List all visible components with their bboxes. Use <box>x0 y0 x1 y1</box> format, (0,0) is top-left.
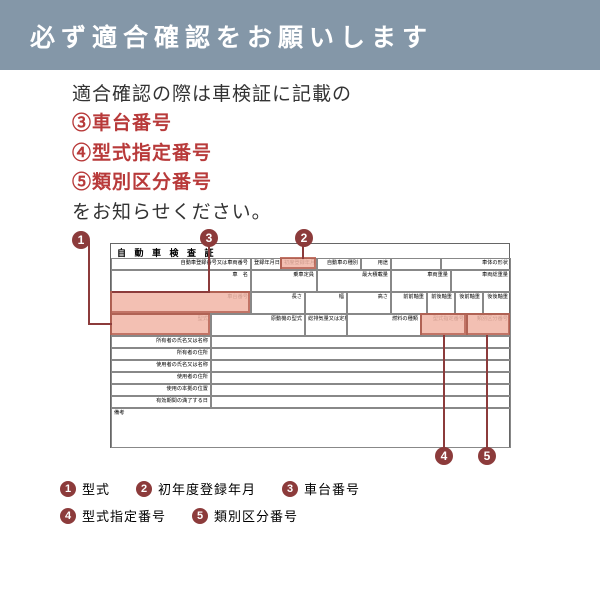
doc-cell: 高さ <box>347 292 391 314</box>
doc-cell: 型式 <box>111 314 211 336</box>
doc-cell: 最大積載量 <box>317 270 391 292</box>
doc-cell: 使用者の氏名又は名称 <box>111 360 211 372</box>
intro-red-line: ④型式指定番号 <box>72 139 600 168</box>
callout-lead <box>208 245 210 293</box>
doc-cell: 車両総重量 <box>451 270 511 292</box>
doc-cell: 総排気量又は定格出力 <box>305 314 347 336</box>
doc-cell: 車体の形状 <box>441 258 511 270</box>
doc-cell: 燃料の種類 <box>347 314 421 336</box>
doc-cell: 前前軸重 <box>391 292 427 314</box>
legend-badge: 2 <box>136 481 152 497</box>
callout-lead <box>88 241 90 325</box>
doc-cell: 車 名 <box>111 270 251 292</box>
legend-item: 1 型式 <box>60 479 110 498</box>
legend-item: 2 初年度登録年月 <box>136 479 256 498</box>
doc-cell: 所有者の住所 <box>111 348 211 360</box>
legend-item: 3 車台番号 <box>282 479 360 498</box>
callout-badge: 4 <box>435 447 453 465</box>
legend-label: 型式指定番号 <box>82 506 166 525</box>
header-text: 必ず適合確認をお願いします <box>30 24 433 52</box>
callout-lead <box>112 291 208 293</box>
header-band: 必ず適合確認をお願いします <box>0 0 600 70</box>
doc-cell <box>211 372 511 384</box>
doc-cell <box>211 360 511 372</box>
doc-cell: 使用者の住所 <box>111 372 211 384</box>
legend-label: 車台番号 <box>304 479 360 498</box>
doc-cell: 前後軸重 <box>427 292 455 314</box>
legend-badge: 5 <box>192 508 208 524</box>
legend-item: 5 類別区分番号 <box>192 506 298 525</box>
doc-cell: 自動車登録番号又は車両番号 <box>111 258 251 270</box>
doc-cell: 登録年月日/交付年月日 <box>251 258 281 270</box>
certificate-doc: 自 動 車 検 査 証 自動車登録番号又は車両番号登録年月日/交付年月日初度登録… <box>110 243 510 448</box>
doc-cell <box>211 336 511 348</box>
intro-block: 適合確認の際は車検証に記載の ③車台番号④型式指定番号⑤類別区分番号 をお知らせ… <box>0 70 600 227</box>
callout-lead <box>88 323 112 325</box>
doc-cell: 原動機の型式 <box>211 314 305 336</box>
doc-cell <box>211 396 511 408</box>
doc-cell: 乗車定員 <box>251 270 317 292</box>
callout-badge: 5 <box>478 447 496 465</box>
doc-cell: 所有者の氏名又は名称 <box>111 336 211 348</box>
legend-label: 初年度登録年月 <box>158 479 256 498</box>
legend-badge: 1 <box>60 481 76 497</box>
legend-item: 4 型式指定番号 <box>60 506 166 525</box>
callout-lead <box>302 245 304 259</box>
doc-cell: 長さ <box>251 292 305 314</box>
legend-label: 型式 <box>82 479 110 498</box>
doc-cell: 車両重量 <box>391 270 451 292</box>
doc-cell: 型式指定番号 <box>421 314 467 336</box>
intro-red-line: ⑤類別区分番号 <box>72 168 600 197</box>
doc-cell: 車台番号 <box>111 292 251 314</box>
callout-lead <box>486 335 488 449</box>
intro-line-last: をお知らせください。 <box>72 198 600 227</box>
legend: 1 型式 2 初年度登録年月 3 車台番号 4 型式指定番号 5 類別区分番号 <box>60 479 540 525</box>
doc-cell <box>391 258 441 270</box>
doc-cell: 類別区分番号 <box>467 314 511 336</box>
certificate-diagram: 自 動 車 検 査 証 自動車登録番号又は車両番号登録年月日/交付年月日初度登録… <box>70 235 530 465</box>
doc-cell: 後前軸重 <box>455 292 483 314</box>
doc-cell: 使用の本拠の位置 <box>111 384 211 396</box>
intro-red-line: ③車台番号 <box>72 109 600 138</box>
doc-cell: 初度登録年月 <box>281 258 317 270</box>
doc-cell <box>211 384 511 396</box>
doc-cell: 自動車の種別 <box>317 258 361 270</box>
doc-cell <box>211 348 511 360</box>
doc-cell: 後後軸重 <box>483 292 511 314</box>
intro-line-1: 適合確認の際は車検証に記載の <box>72 80 600 109</box>
doc-cell: 用途 <box>361 258 391 270</box>
legend-badge: 3 <box>282 481 298 497</box>
legend-badge: 4 <box>60 508 76 524</box>
legend-label: 類別区分番号 <box>214 506 298 525</box>
callout-lead <box>443 335 445 449</box>
doc-cell: 備考 <box>111 408 511 448</box>
doc-cell: 有効期間の満了する日 <box>111 396 211 408</box>
doc-cell: 幅 <box>305 292 347 314</box>
